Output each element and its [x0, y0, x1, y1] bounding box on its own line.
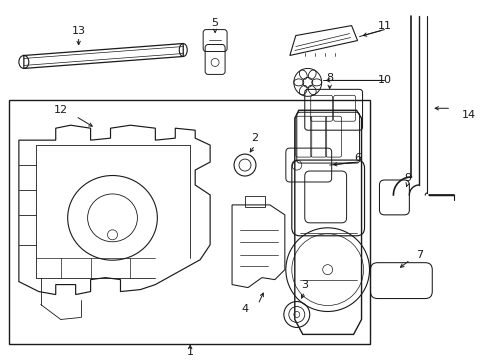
Text: 11: 11: [377, 21, 391, 31]
Text: 6: 6: [353, 153, 360, 163]
Text: 9: 9: [403, 173, 410, 183]
Bar: [9, 100, 369, 345]
Text: 5: 5: [211, 18, 218, 28]
Text: 8: 8: [325, 73, 332, 84]
Text: 12: 12: [54, 105, 68, 115]
Text: 10: 10: [377, 75, 391, 85]
Text: 14: 14: [461, 110, 475, 120]
Text: 7: 7: [415, 250, 422, 260]
Text: 4: 4: [241, 305, 248, 315]
Text: 3: 3: [301, 280, 307, 289]
Text: 1: 1: [186, 347, 193, 357]
Text: 2: 2: [251, 133, 258, 143]
Text: 13: 13: [72, 26, 85, 36]
